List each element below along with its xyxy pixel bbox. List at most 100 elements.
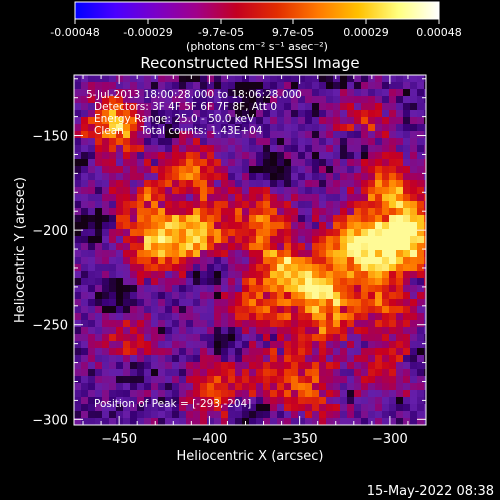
- heatmap-cell: [312, 110, 320, 118]
- heatmap-cell: [333, 201, 341, 209]
- heatmap-cell: [410, 404, 418, 412]
- heatmap-cell: [137, 145, 145, 153]
- heatmap-cell: [193, 271, 201, 279]
- heatmap-cell: [179, 236, 187, 244]
- heatmap-cell: [116, 313, 124, 321]
- heatmap-cell: [88, 124, 96, 132]
- heatmap-cell: [137, 166, 145, 174]
- heatmap-cell: [88, 418, 96, 425]
- colorbar: -0.00048 -0.00029 -9.7e-05 9.7e-05 0.000…: [50, 1, 462, 53]
- heatmap-cell: [158, 201, 166, 209]
- heatmap-cell: [116, 362, 124, 370]
- heatmap-cell: [382, 404, 390, 412]
- heatmap-cell: [151, 110, 159, 118]
- heatmap-cell: [340, 159, 348, 167]
- heatmap-cell: [137, 285, 145, 293]
- heatmap-cell: [263, 229, 271, 237]
- heatmap-cell: [123, 320, 131, 328]
- heatmap-cell: [214, 397, 222, 405]
- heatmap-cell: [137, 369, 145, 377]
- heatmap-cell: [158, 243, 166, 251]
- heatmap-cell: [228, 327, 236, 335]
- heatmap-cell: [144, 390, 152, 398]
- heatmap-cell: [242, 208, 250, 216]
- heatmap-cell: [137, 278, 145, 286]
- heatmap-cell: [109, 124, 117, 132]
- heatmap-cell: [256, 355, 264, 363]
- heatmap-cell: [144, 369, 152, 377]
- heatmap-cell: [389, 341, 397, 349]
- heatmap-cell: [375, 222, 383, 230]
- heatmap-cell: [333, 250, 341, 258]
- heatmap-cell: [403, 166, 411, 174]
- heatmap-cell: [389, 362, 397, 370]
- heatmap-cell: [305, 166, 313, 174]
- heatmap-cell: [389, 201, 397, 209]
- heatmap-cell: [256, 397, 264, 405]
- heatmap-cell: [158, 75, 166, 83]
- heatmap-cell: [305, 271, 313, 279]
- heatmap-cell: [123, 236, 131, 244]
- heatmap-cell: [109, 159, 117, 167]
- heatmap-cell: [228, 138, 236, 146]
- heatmap-cell: [312, 278, 320, 286]
- heatmap-cell: [151, 348, 159, 356]
- heatmap-cell: [235, 229, 243, 237]
- heatmap-cell: [137, 390, 145, 398]
- heatmap-cell: [158, 348, 166, 356]
- heatmap-cell: [277, 362, 285, 370]
- heatmap-cell: [116, 418, 124, 425]
- heatmap-cell: [81, 369, 89, 377]
- heatmap-cell: [158, 376, 166, 384]
- heatmap-cell: [424, 257, 426, 265]
- heatmap-cell: [81, 243, 89, 251]
- heatmap-cell: [151, 166, 159, 174]
- heatmap-cell: [172, 166, 180, 174]
- heatmap-cell: [200, 194, 208, 202]
- heatmap-cell: [74, 229, 82, 237]
- y-tick-label: −200: [32, 224, 68, 239]
- heatmap-cell: [333, 355, 341, 363]
- heatmap-cell: [361, 243, 369, 251]
- heatmap-cell: [102, 124, 110, 132]
- heatmap-cell: [277, 201, 285, 209]
- heatmap-cell: [207, 138, 215, 146]
- heatmap-cell: [193, 376, 201, 384]
- heatmap-cell: [319, 383, 327, 391]
- heatmap-cell: [235, 208, 243, 216]
- heatmap-cell: [263, 138, 271, 146]
- heatmap-cell: [172, 194, 180, 202]
- heatmap-cell: [95, 180, 103, 188]
- heatmap-cell: [368, 299, 376, 307]
- heatmap-cell: [179, 418, 187, 425]
- heatmap-cell: [193, 180, 201, 188]
- heatmap-cell: [403, 362, 411, 370]
- heatmap-cell: [165, 124, 173, 132]
- heatmap-cell: [263, 327, 271, 335]
- heatmap-cell: [221, 327, 229, 335]
- heatmap-cell: [368, 222, 376, 230]
- heatmap-cell: [88, 404, 96, 412]
- heatmap-cell: [410, 250, 418, 258]
- heatmap-cell: [109, 348, 117, 356]
- heatmap-cell: [291, 103, 299, 111]
- heatmap-cell: [361, 397, 369, 405]
- heatmap-cell: [263, 313, 271, 321]
- heatmap-cell: [396, 145, 404, 153]
- heatmap-cell: [102, 418, 110, 425]
- heatmap-cell: [242, 397, 250, 405]
- heatmap-cell: [319, 348, 327, 356]
- heatmap-cell: [144, 418, 152, 425]
- heatmap-cell: [200, 103, 208, 111]
- heatmap-cell: [263, 418, 271, 425]
- heatmap-cell: [312, 271, 320, 279]
- heatmap-cell: [326, 264, 334, 272]
- heatmap-cell: [193, 411, 201, 419]
- heatmap-cell: [193, 327, 201, 335]
- heatmap-cell: [165, 250, 173, 258]
- heatmap-cell: [347, 152, 355, 160]
- heatmap-cell: [319, 285, 327, 293]
- heatmap-cell: [109, 355, 117, 363]
- heatmap-cell: [326, 89, 334, 97]
- heatmap-cell: [228, 82, 236, 90]
